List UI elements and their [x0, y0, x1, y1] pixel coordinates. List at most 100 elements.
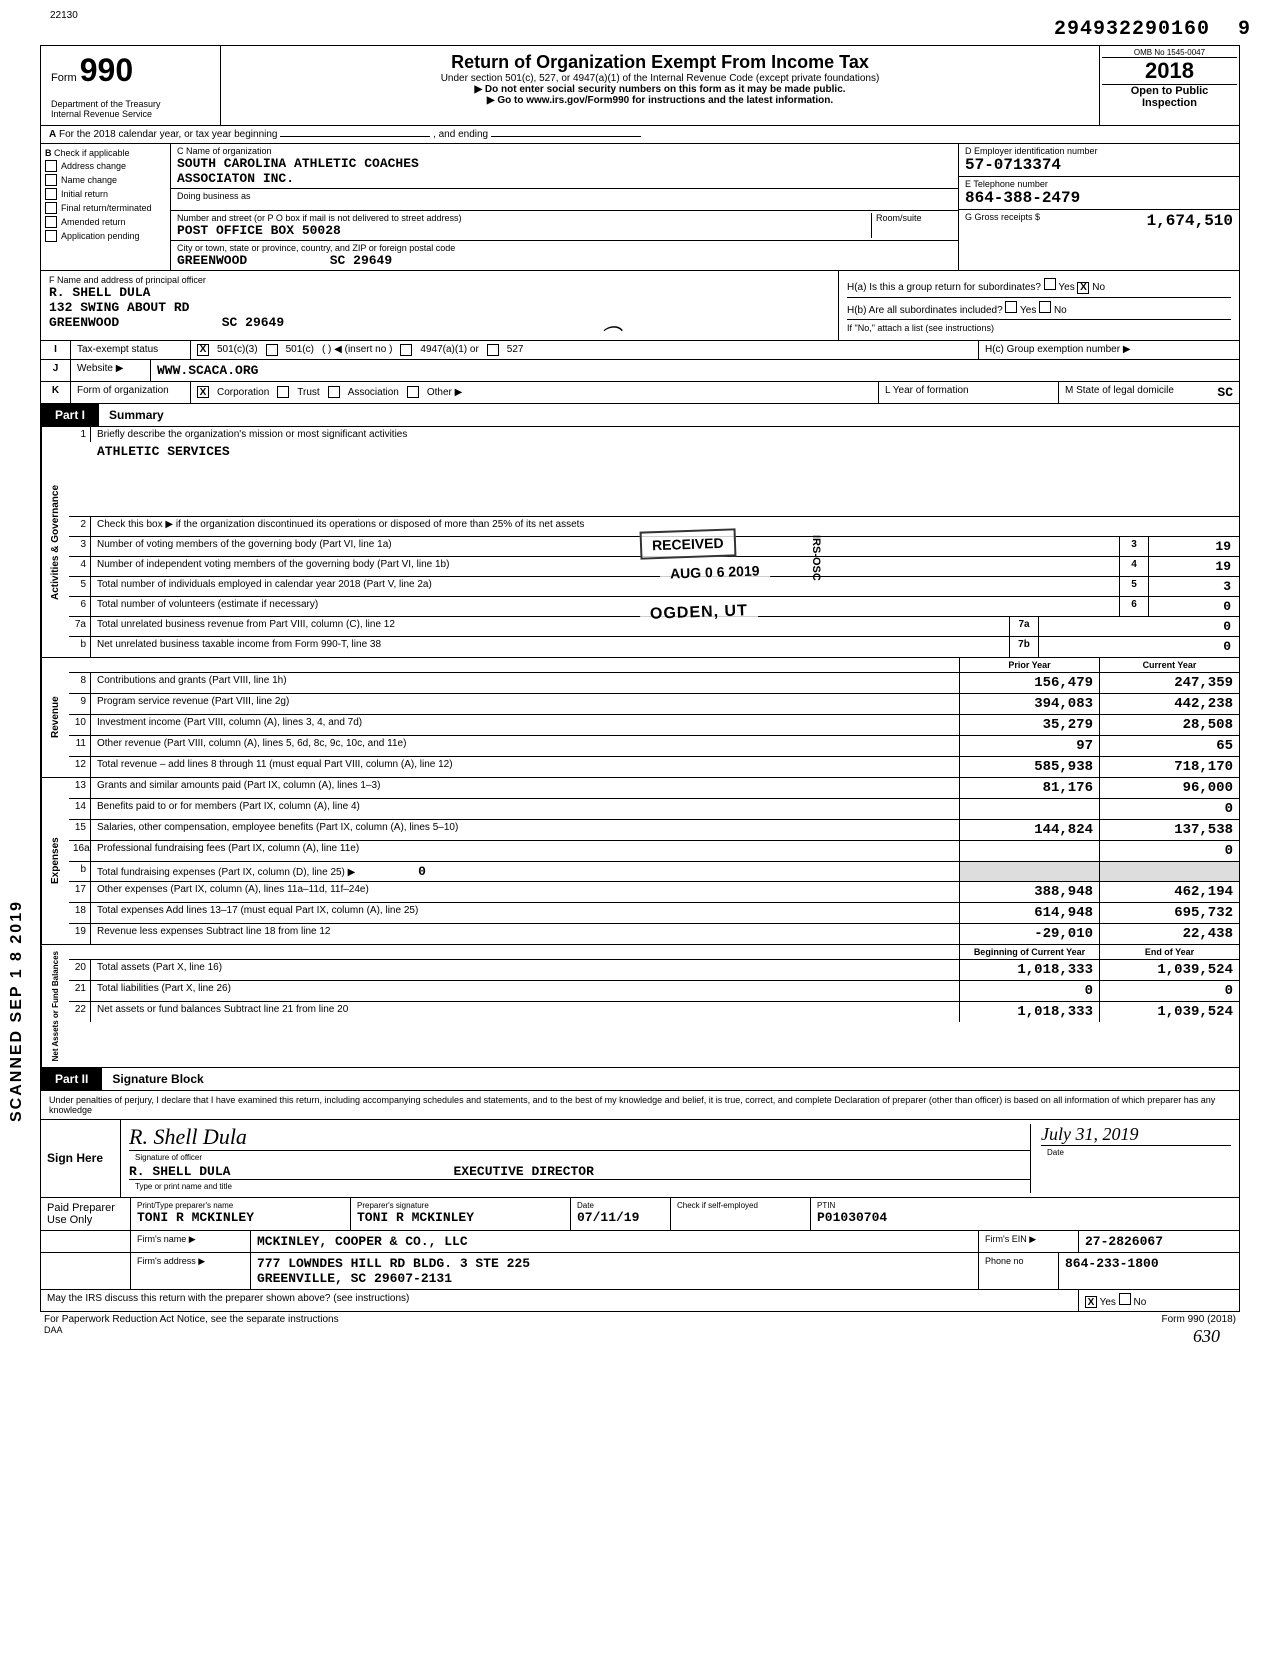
sig-label: Signature of officer — [129, 1151, 208, 1164]
r12-label: Total revenue – add lines 8 through 11 (… — [91, 757, 959, 777]
r3-label: Number of voting members of the governin… — [91, 537, 1119, 556]
r10-prior: 35,279 — [959, 715, 1099, 735]
checkbox-initial[interactable] — [45, 188, 57, 200]
end-year-header: End of Year — [1099, 945, 1239, 959]
state-zip: SC 29649 — [330, 253, 392, 268]
cb-other[interactable] — [407, 386, 419, 398]
r6-num: 6 — [69, 597, 91, 616]
tax-year: 2018 — [1102, 58, 1237, 85]
r7a-num: 7a — [69, 617, 91, 636]
r9-label: Program service revenue (Part VIII, line… — [91, 694, 959, 714]
cb-assoc[interactable] — [328, 386, 340, 398]
tax-exempt-label: Tax-exempt status — [71, 341, 191, 359]
r13-current: 96,000 — [1099, 778, 1239, 798]
paid-preparer-label: Paid Preparer Use Only — [41, 1198, 131, 1230]
ein-label: D Employer identification number — [965, 146, 1233, 156]
paperwork-notice: For Paperwork Reduction Act Notice, see … — [44, 1314, 339, 1325]
part2-tab: Part II — [41, 1068, 102, 1090]
discuss-no-label: No — [1134, 1297, 1147, 1308]
r13-prior: 81,176 — [959, 778, 1099, 798]
date-label: Date — [1041, 1146, 1070, 1159]
checkbox-amended[interactable] — [45, 216, 57, 228]
net-side: Net Assets or Fund Balances — [41, 945, 69, 1067]
r16b-num: b — [69, 862, 91, 881]
r16b-current — [1099, 862, 1239, 881]
r18-current: 695,732 — [1099, 903, 1239, 923]
hb-no[interactable] — [1039, 301, 1051, 313]
r17-label: Other expenses (Part IX, column (A), lin… — [91, 882, 959, 902]
r10-num: 10 — [69, 715, 91, 735]
street: POST OFFICE BOX 50028 — [177, 223, 871, 238]
website-label: Website ▶ — [71, 360, 151, 381]
phone: 864-388-2479 — [965, 189, 1233, 207]
stamp-number: 294932290160 — [1054, 18, 1210, 41]
r9-prior: 394,083 — [959, 694, 1099, 714]
r15-num: 15 — [69, 820, 91, 840]
checkbox-pending[interactable] — [45, 230, 57, 242]
r8-current: 247,359 — [1099, 673, 1239, 693]
cb-527[interactable] — [487, 344, 499, 356]
opt-other: Other ▶ — [427, 387, 462, 398]
part1-tab: Part I — [41, 404, 99, 426]
ha-yes[interactable] — [1044, 278, 1056, 290]
ogden-stamp: OGDEN, UT — [640, 598, 759, 628]
r18-num: 18 — [69, 903, 91, 923]
ha-no[interactable]: X — [1077, 282, 1089, 294]
check-if: Check if applicable — [54, 148, 130, 158]
r9-current: 442,238 — [1099, 694, 1239, 714]
print-title: EXECUTIVE DIRECTOR — [453, 1164, 593, 1179]
part2-header: Part II Signature Block — [40, 1068, 1240, 1091]
hb-yes[interactable] — [1005, 301, 1017, 313]
r22-label: Net assets or fund balances Subtract lin… — [91, 1002, 959, 1022]
r12-prior: 585,938 — [959, 757, 1099, 777]
inspection: Inspection — [1102, 97, 1237, 109]
r16a-prior — [959, 841, 1099, 861]
checkbox-final[interactable] — [45, 202, 57, 214]
r20-num: 20 — [69, 960, 91, 980]
irs-osc-stamp: IRS-OSC — [810, 535, 822, 581]
activities-side: Activities & Governance — [41, 427, 69, 657]
form-header: Form 990 Department of the Treasury Inte… — [40, 45, 1240, 126]
cb-corp[interactable]: X — [197, 386, 209, 398]
begin-year-header: Beginning of Current Year — [959, 945, 1099, 959]
r22-begin: 1,018,333 — [959, 1002, 1099, 1022]
footer: For Paperwork Reduction Act Notice, see … — [40, 1312, 1240, 1337]
checkbox-name[interactable] — [45, 174, 57, 186]
r3-val: 19 — [1149, 537, 1239, 556]
r7b-num: b — [69, 637, 91, 657]
gross-receipts: 1,674,510 — [1147, 212, 1233, 230]
r7a-val: 0 — [1039, 617, 1239, 636]
r15-current: 137,538 — [1099, 820, 1239, 840]
r7b-val: 0 — [1039, 637, 1239, 657]
discuss-yes[interactable]: X — [1085, 1296, 1097, 1308]
r21-num: 21 — [69, 981, 91, 1001]
amended-return: Amended return — [61, 217, 126, 227]
row-a: A For the 2018 calendar year, or tax yea… — [40, 126, 1240, 144]
cb-4947[interactable] — [400, 344, 412, 356]
ptin-label: PTIN — [817, 1201, 1233, 1210]
r19-num: 19 — [69, 924, 91, 944]
city: GREENWOOD — [177, 253, 247, 268]
r1-label: Briefly describe the organization's miss… — [97, 429, 1233, 440]
cb-501c3[interactable]: X — [197, 344, 209, 356]
net-section: Net Assets or Fund Balances Beginning of… — [40, 945, 1240, 1068]
form-title: Return of Organization Exempt From Incom… — [227, 52, 1093, 73]
r19-label: Revenue less expenses Subtract line 18 f… — [91, 924, 959, 944]
r11-current: 65 — [1099, 736, 1239, 756]
r16a-current: 0 — [1099, 841, 1239, 861]
cb-trust[interactable] — [277, 386, 289, 398]
cb-501c[interactable] — [266, 344, 278, 356]
r16b-label: Total fundraising expenses (Part IX, col… — [97, 867, 355, 878]
form-org-label: Form of organization — [71, 382, 191, 403]
discuss-no[interactable] — [1119, 1293, 1131, 1305]
name-change: Name change — [61, 175, 117, 185]
r11-label: Other revenue (Part VIII, column (A), li… — [91, 736, 959, 756]
current-year-header: Current Year — [1099, 658, 1239, 672]
r14-num: 14 — [69, 799, 91, 819]
r6-box: 6 — [1119, 597, 1149, 616]
r21-begin: 0 — [959, 981, 1099, 1001]
row-j-label: J — [53, 363, 59, 374]
checkbox-address[interactable] — [45, 160, 57, 172]
r17-prior: 388,948 — [959, 882, 1099, 902]
r16b-prior — [959, 862, 1099, 881]
